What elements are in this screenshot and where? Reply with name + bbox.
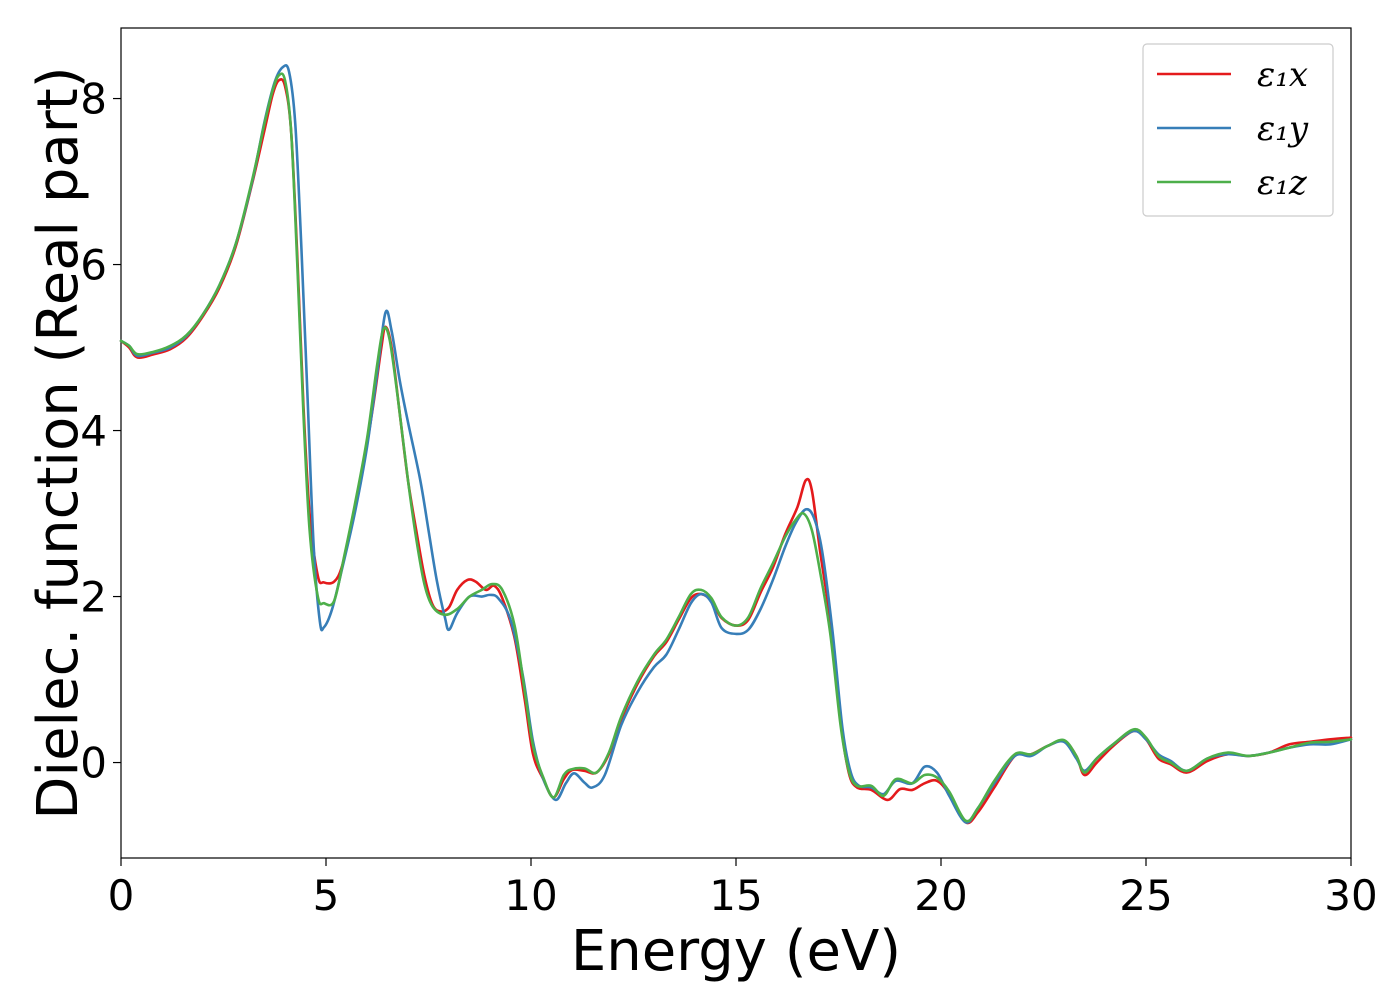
y-ticks: 0 2 4 6 8 xyxy=(80,75,121,788)
legend-label: ε₁x xyxy=(1257,55,1308,95)
legend: ε₁x ε₁y ε₁z xyxy=(1142,43,1334,217)
series-layer xyxy=(119,64,1353,825)
y-tick-label: 4 xyxy=(80,407,107,456)
y-tick-label: 8 xyxy=(80,75,107,124)
y-tick-label: 0 xyxy=(80,739,107,788)
legend-label: ε₁z xyxy=(1257,163,1308,203)
x-tick-label: 0 xyxy=(108,871,135,920)
x-tick-label: 15 xyxy=(709,871,762,920)
series-line-3 xyxy=(119,72,1353,823)
x-tick-label: 20 xyxy=(914,871,967,920)
legend-label: ε₁y xyxy=(1257,109,1309,149)
y-tick-label: 2 xyxy=(80,573,107,622)
x-axis-label: Energy (eV) xyxy=(571,919,901,984)
x-tick-label: 5 xyxy=(313,871,340,920)
x-tick-label: 10 xyxy=(504,871,557,920)
x-tick-label: 30 xyxy=(1324,871,1377,920)
legend-items: ε₁x ε₁y ε₁z xyxy=(1157,55,1309,203)
y-axis-label: Dielec. function (Real part) xyxy=(26,66,91,819)
x-tick-label: 25 xyxy=(1119,871,1172,920)
x-ticks: 0 5 10 15 20 25 30 xyxy=(108,858,1378,920)
legend-box xyxy=(1142,43,1334,217)
series-line-2 xyxy=(119,64,1353,824)
y-tick-label: 6 xyxy=(80,241,107,290)
